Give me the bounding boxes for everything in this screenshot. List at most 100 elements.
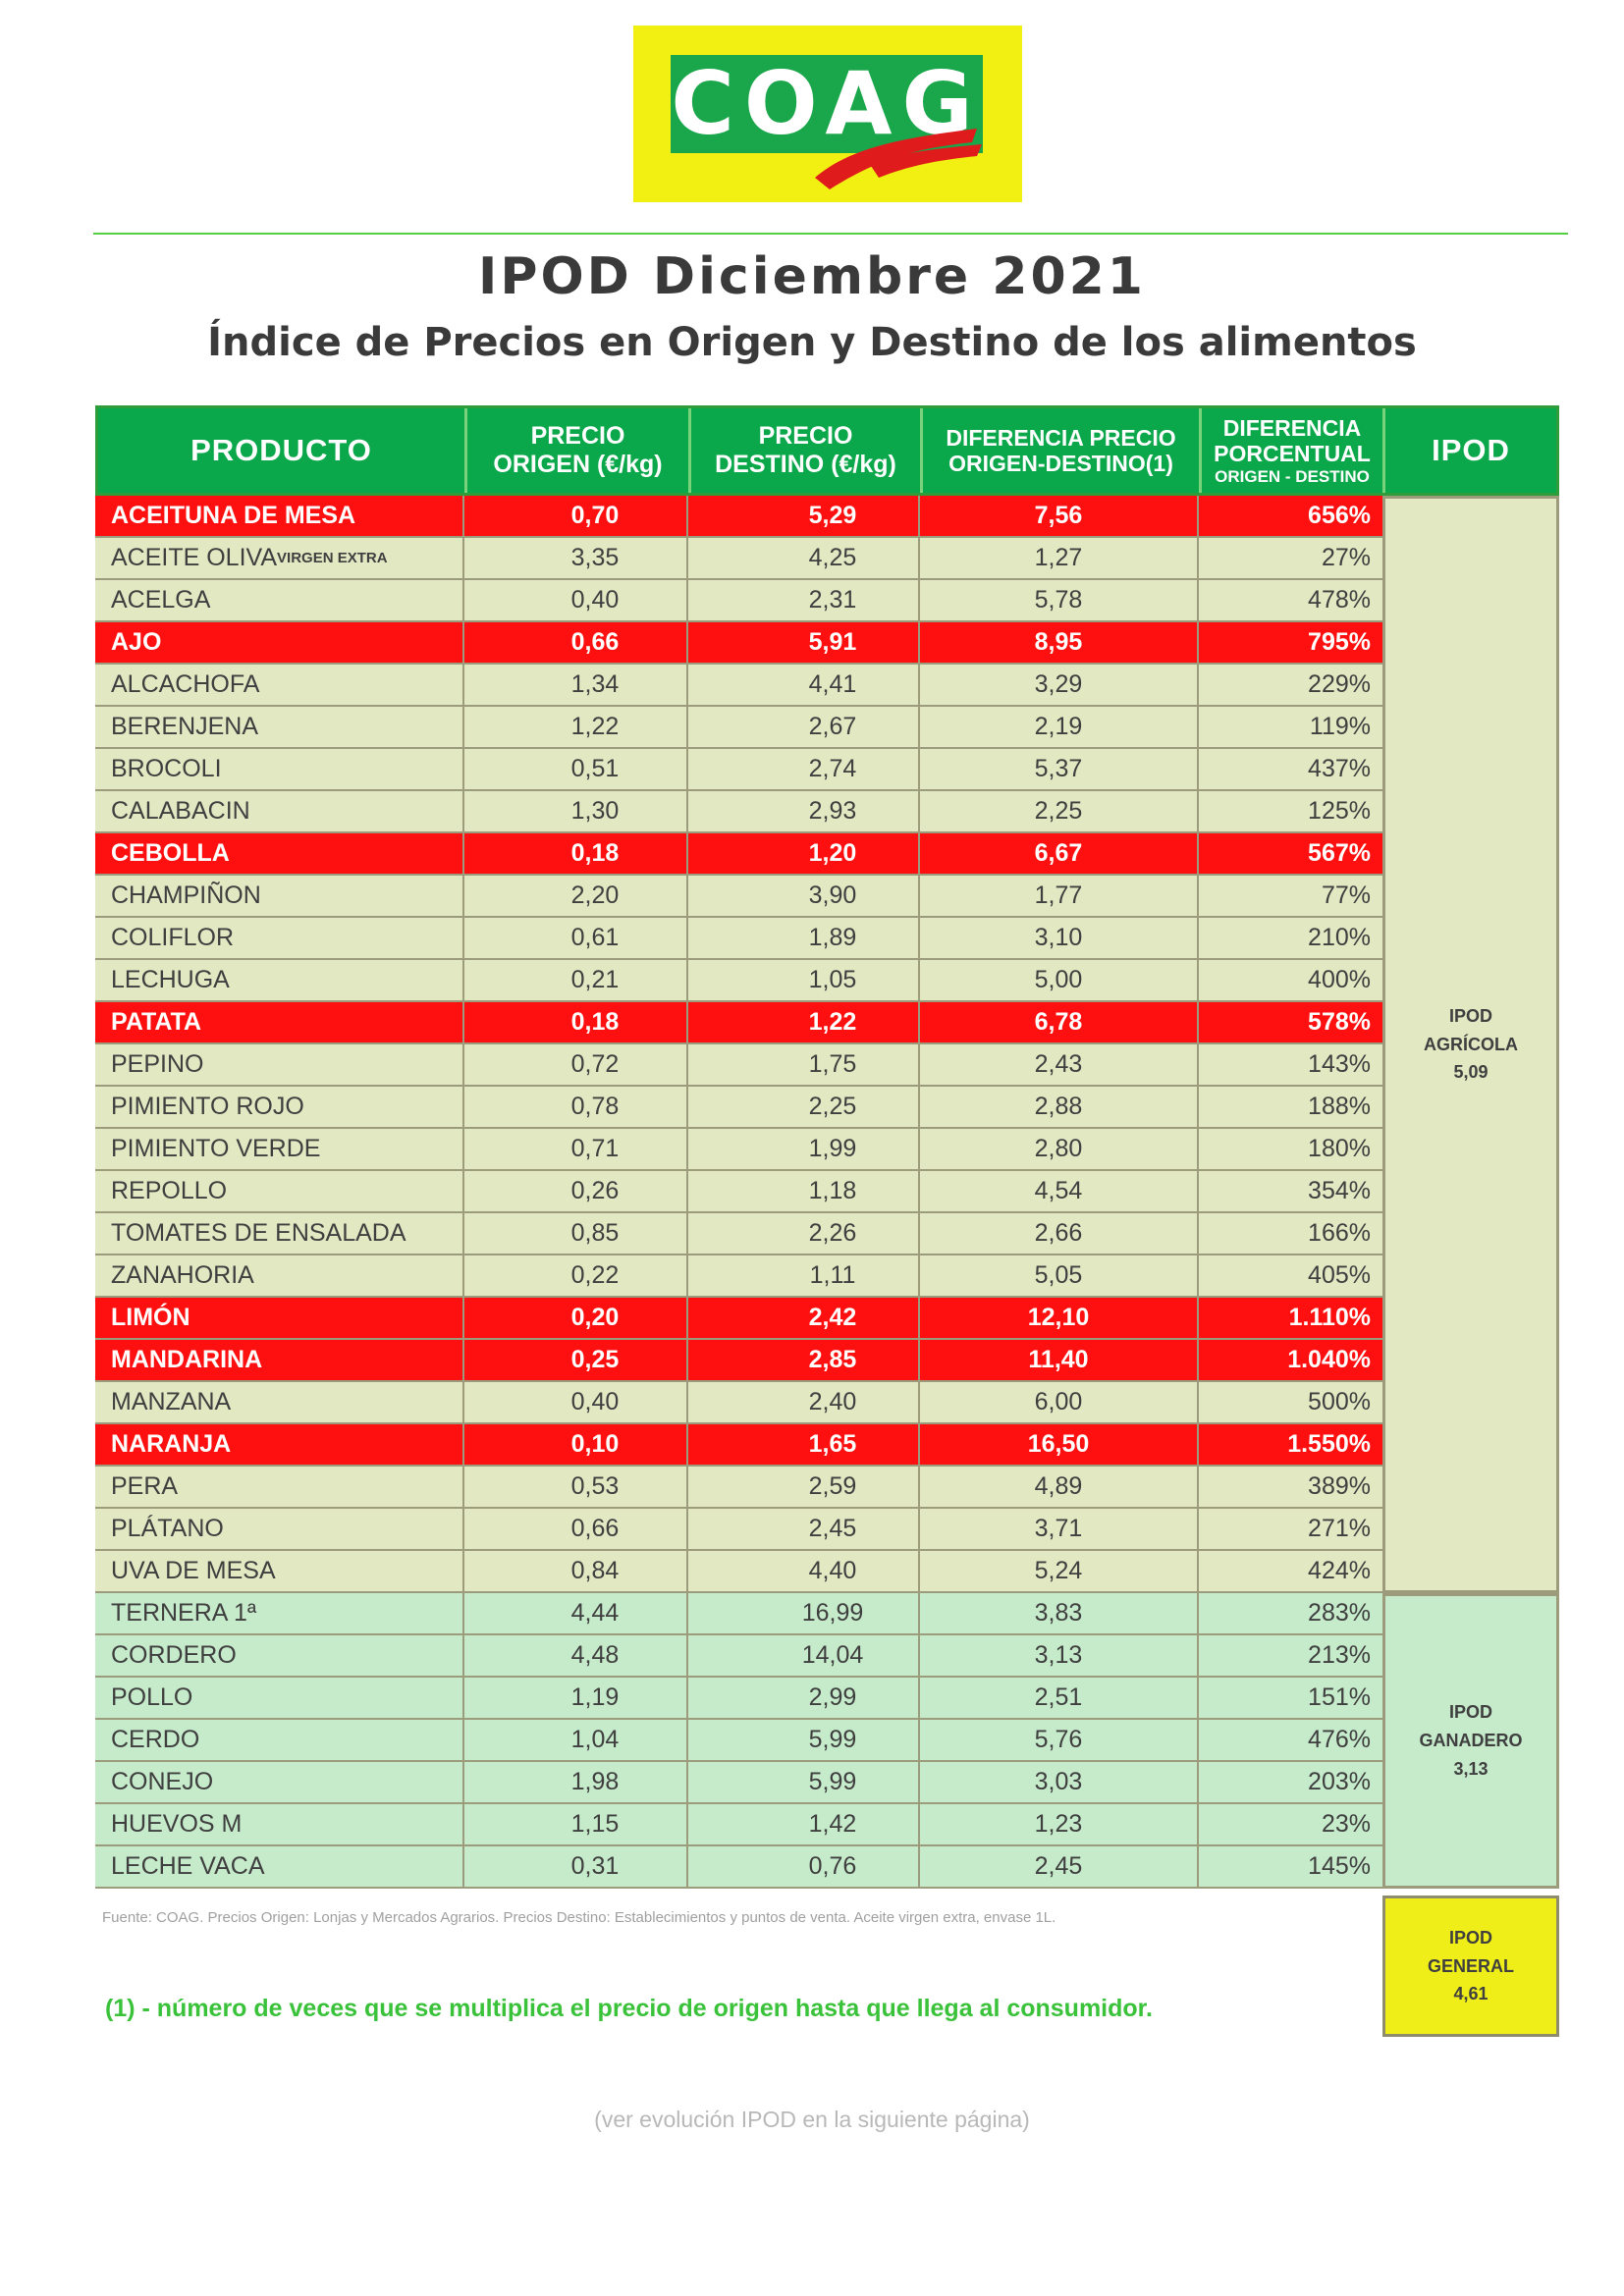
destination-price-cell: 5,99 (688, 1762, 920, 1802)
table-row: MANDARINA 0,25 2,85 11,40 1.040% (95, 1340, 1382, 1382)
table-row: PLÁTANO 0,66 2,45 3,71 271% (95, 1509, 1382, 1551)
origin-price-cell: 0,72 (464, 1044, 688, 1085)
header-rule (93, 233, 1568, 235)
percent-cell: 180% (1308, 1135, 1371, 1162)
origin-price-cell: 0,18 (464, 1002, 688, 1042)
difference-cell: 12,10 (920, 1298, 1199, 1338)
difference-cell: 2,25 (920, 791, 1199, 831)
ipod-general-cell: IPOD GENERAL 4,61 (1382, 1896, 1559, 2037)
destination-price-cell: 1,22 (688, 1002, 920, 1042)
difference-cell: 5,05 (920, 1255, 1199, 1296)
header-producto: PRODUCTO (98, 408, 467, 493)
table-row: REPOLLO 0,26 1,18 4,54 354% (95, 1171, 1382, 1213)
product-cell: POLLO (95, 1678, 464, 1718)
origin-price-cell: 0,18 (464, 833, 688, 874)
origin-price-cell: 0,51 (464, 749, 688, 789)
destination-price-cell: 3,90 (688, 876, 920, 916)
table-row: PATATA 0,18 1,22 6,78 578% (95, 1002, 1382, 1044)
destination-price-cell: 2,26 (688, 1213, 920, 1254)
table-row: PERA 0,53 2,59 4,89 389% (95, 1467, 1382, 1509)
origin-price-cell: 4,48 (464, 1635, 688, 1676)
difference-cell: 5,78 (920, 580, 1199, 620)
product-cell: ACEITUNA DE MESA (95, 496, 464, 536)
product-cell: CONEJO (95, 1762, 464, 1802)
percent-cell: 125% (1308, 797, 1371, 825)
destination-price-cell: 1,89 (688, 918, 920, 958)
ipod-ganadero-cell: IPOD GANADERO 3,13 (1382, 1593, 1559, 1889)
origin-price-cell: 2,20 (464, 876, 688, 916)
destination-price-cell: 16,99 (688, 1593, 920, 1633)
destination-price-cell: 1,11 (688, 1255, 920, 1296)
percent-cell: 437% (1308, 755, 1371, 782)
table-row: CEBOLLA 0,18 1,20 6,67 567% (95, 833, 1382, 876)
table-row: CONEJO 1,98 5,99 3,03 203% (95, 1762, 1382, 1804)
destination-price-cell: 1,20 (688, 833, 920, 874)
origin-price-cell: 0,26 (464, 1171, 688, 1211)
product-cell: CHAMPIÑON (95, 876, 464, 916)
origin-price-cell: 0,10 (464, 1424, 688, 1465)
product-cell: BROCOLI (95, 749, 464, 789)
percent-cell: 203% (1308, 1768, 1371, 1795)
destination-price-cell: 2,74 (688, 749, 920, 789)
product-cell: CERDO (95, 1720, 464, 1760)
product-cell: LECHUGA (95, 960, 464, 1000)
product-cell: ACELGA (95, 580, 464, 620)
difference-cell: 3,71 (920, 1509, 1199, 1549)
difference-cell: 3,03 (920, 1762, 1199, 1802)
percent-cell: 354% (1308, 1177, 1371, 1204)
table-row: NARANJA 0,10 1,65 16,50 1.550% (95, 1424, 1382, 1467)
destination-price-cell: 4,40 (688, 1551, 920, 1591)
destination-price-cell: 0,76 (688, 1846, 920, 1887)
difference-cell: 3,13 (920, 1635, 1199, 1676)
difference-cell: 3,83 (920, 1593, 1199, 1633)
logo-text: COAG (671, 53, 983, 154)
header-diferencia-porcentual: DIFERENCIA PORCENTUAL ORIGEN - DESTINO (1202, 408, 1385, 493)
origin-price-cell: 4,44 (464, 1593, 688, 1633)
percent-cell: 400% (1308, 966, 1371, 993)
coag-logo: COAG (633, 26, 1022, 202)
destination-price-cell: 1,05 (688, 960, 920, 1000)
table-row: PEPINO 0,72 1,75 2,43 143% (95, 1044, 1382, 1087)
header-precio-destino: PRECIO DESTINO (€/kg) (691, 408, 923, 493)
percent-cell: 500% (1308, 1388, 1371, 1415)
table-row: CORDERO 4,48 14,04 3,13 213% (95, 1635, 1382, 1678)
destination-price-cell: 2,99 (688, 1678, 920, 1718)
destination-price-cell: 2,42 (688, 1298, 920, 1338)
table-row: LECHE VACA 0,31 0,76 2,45 145% (95, 1846, 1382, 1889)
difference-cell: 2,80 (920, 1129, 1199, 1169)
difference-cell: 1,23 (920, 1804, 1199, 1844)
origin-price-cell: 0,22 (464, 1255, 688, 1296)
table-row: PIMIENTO ROJO 0,78 2,25 2,88 188% (95, 1087, 1382, 1129)
ipod-agricola-cell: IPOD AGRÍCOLA 5,09 (1382, 496, 1559, 1593)
percent-cell: 478% (1308, 586, 1371, 614)
difference-cell: 2,66 (920, 1213, 1199, 1254)
product-cell: BERENJENA (95, 707, 464, 747)
percent-cell: 188% (1308, 1093, 1371, 1120)
difference-cell: 3,10 (920, 918, 1199, 958)
product-cell: ZANAHORIA (95, 1255, 464, 1296)
product-cell: PLÁTANO (95, 1509, 464, 1549)
difference-cell: 1,77 (920, 876, 1199, 916)
percent-cell: 166% (1308, 1219, 1371, 1247)
percent-cell: 656% (1308, 502, 1371, 529)
table-row: CERDO 1,04 5,99 5,76 476% (95, 1720, 1382, 1762)
destination-price-cell: 2,40 (688, 1382, 920, 1422)
difference-cell: 7,56 (920, 496, 1199, 536)
difference-cell: 6,67 (920, 833, 1199, 874)
origin-price-cell: 0,71 (464, 1129, 688, 1169)
origin-price-cell: 1,19 (464, 1678, 688, 1718)
origin-price-cell: 0,25 (464, 1340, 688, 1380)
product-cell: REPOLLO (95, 1171, 464, 1211)
origin-price-cell: 0,40 (464, 580, 688, 620)
header-diferencia-precio: DIFERENCIA PRECIO ORIGEN-DESTINO(1) (923, 408, 1202, 493)
difference-cell: 6,00 (920, 1382, 1199, 1422)
origin-price-cell: 0,21 (464, 960, 688, 1000)
percent-cell: 77% (1321, 881, 1371, 909)
percent-cell: 405% (1308, 1261, 1371, 1289)
origin-price-cell: 1,30 (464, 791, 688, 831)
difference-cell: 2,43 (920, 1044, 1199, 1085)
source-note: Fuente: COAG. Precios Origen: Lonjas y M… (102, 1909, 1056, 1926)
percent-cell: 145% (1308, 1852, 1371, 1880)
percent-cell: 424% (1308, 1557, 1371, 1584)
table-header: PRODUCTO PRECIO ORIGEN (€/kg) PRECIO DESTI… (95, 405, 1559, 496)
